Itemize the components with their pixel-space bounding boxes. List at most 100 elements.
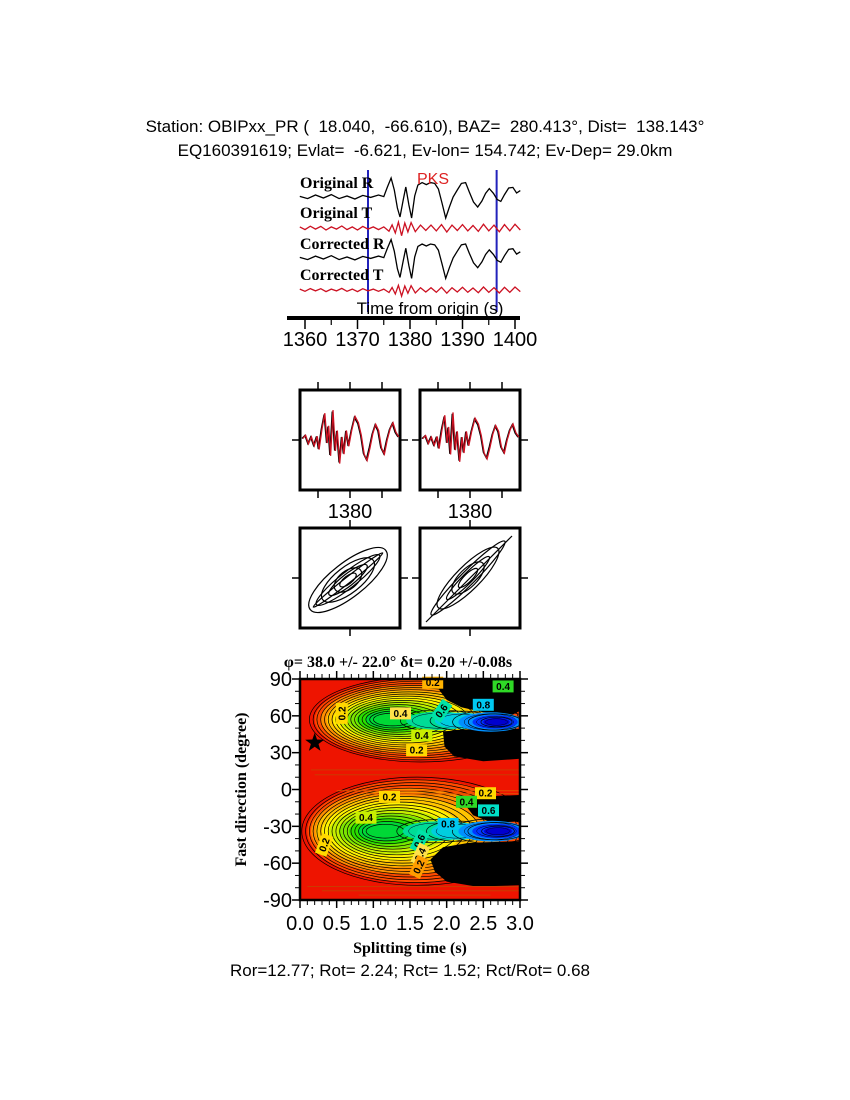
- y-tick-label: 60: [270, 706, 292, 728]
- trace-line: [299, 283, 521, 299]
- y-axis-label: Fast direction (degree): [233, 712, 250, 866]
- stats-line: Ror=12.77; Rot= 2.24; Rct= 1.52; Rct/Rot…: [229, 961, 591, 980]
- y-tick-label: -90: [263, 890, 292, 912]
- time-tick-label: 1370: [335, 329, 380, 351]
- contour-label-text: 0.4: [415, 731, 429, 742]
- contour-label-text: 0.4: [460, 797, 474, 808]
- pm-orbit: [333, 567, 363, 593]
- pm-orbit: [457, 567, 479, 589]
- fast-slow-overlay-panel: 1380 1380: [292, 382, 528, 523]
- contour-label-text: 0.2: [426, 678, 440, 689]
- pm-orbit: [436, 546, 500, 610]
- x-tick-label: 0.5: [323, 913, 351, 935]
- x-tick-label: 2.0: [433, 913, 461, 935]
- header-line-1: Station: OBIPxx_PR ( 18.040, -66.610), B…: [145, 117, 705, 136]
- contour-ring: [480, 716, 513, 728]
- contour-label-bg: [411, 729, 433, 742]
- contour-label: 0.8: [437, 817, 459, 830]
- contour-label: 0.4: [390, 707, 411, 720]
- contour-ring: [476, 824, 517, 838]
- trace-label: Original T: [300, 205, 372, 222]
- contour-label: 0.2: [379, 790, 400, 803]
- contour-label: 0.6: [478, 804, 499, 817]
- x-tick-label: 3.0: [506, 913, 534, 935]
- contour-fill: [483, 717, 510, 727]
- contour-ring: [467, 713, 520, 731]
- contour-label-bg: [492, 680, 514, 693]
- contour-ring: [305, 779, 520, 883]
- time-tick-label: 1380: [388, 329, 433, 351]
- contour-label-bg: [475, 787, 496, 800]
- x-tick-label: 0.0: [286, 913, 314, 935]
- x-tick-label: 1.5: [396, 913, 424, 935]
- black-region: [443, 728, 520, 762]
- contour-label: 0.2: [475, 787, 496, 800]
- trace-line: [299, 219, 521, 236]
- pm-orbit: [312, 552, 384, 608]
- contour-label: 0.4: [456, 795, 477, 808]
- pm-orbit: [445, 555, 491, 601]
- contour-ring: [485, 718, 508, 726]
- contour-label: 0.2: [314, 832, 334, 857]
- trace-label: Corrected R: [300, 236, 385, 253]
- y-tick-label: -30: [263, 816, 292, 838]
- phase-label: PKS: [417, 171, 449, 188]
- pm-trace-line: [425, 535, 513, 623]
- splitting-error-surface: 0.2 0.4 0.6 0.80.40.20.40.20.2 0.20.40.60.40…: [233, 654, 534, 957]
- contour-ring: [451, 818, 520, 844]
- contour-label-text: 0.2: [337, 706, 348, 720]
- pm-orbit: [430, 540, 506, 616]
- y-tick-label: 0: [281, 780, 292, 802]
- trace-label: Original R: [300, 175, 374, 192]
- contour-label-bg: [472, 698, 494, 711]
- pm-orbit-group: [430, 540, 506, 616]
- pm-box: [298, 526, 402, 630]
- time-tick-label: 1390: [440, 329, 485, 351]
- particle-motion-panel: [292, 520, 528, 636]
- contour-label-text: 0.2: [318, 836, 333, 853]
- contour-label: 0.4: [355, 811, 377, 824]
- pm-orbit: [339, 572, 357, 588]
- contour-label-bg: [437, 817, 459, 830]
- trace-label: Corrected T: [300, 267, 384, 284]
- overlay-trace-red: [422, 412, 520, 462]
- contour-label-text: 0.6: [482, 806, 496, 817]
- contour-fill: [484, 826, 512, 836]
- pm-orbit: [451, 561, 485, 595]
- contour-label-bg: [355, 811, 377, 824]
- contour-label-text: 0.8: [441, 819, 455, 830]
- header-line-2: EQ160391619; Evlat= -6.621, Ev-lon= 154.…: [177, 141, 673, 160]
- contour-label-bg: [456, 795, 477, 808]
- contour-ring: [301, 776, 520, 886]
- contour-label-bg: [314, 832, 334, 857]
- contour-ring: [467, 822, 520, 841]
- pm-orbit: [328, 563, 368, 597]
- contour-ring: [476, 716, 514, 728]
- contour-label: 0.2: [408, 854, 429, 879]
- contour-title: φ= 38.0 +/- 22.0° δt= 0.20 +/-0.08s: [284, 654, 512, 671]
- x-tick-label: 2.5: [469, 913, 497, 935]
- box-time-label: 1380: [448, 501, 493, 523]
- contour-label: 0.4: [492, 680, 514, 693]
- x-axis-label: Splitting time (s): [353, 940, 467, 957]
- trace-line: [299, 237, 521, 281]
- waveform-panel: Original R Original T Corrected R Corrected…: [283, 170, 537, 351]
- y-tick-label: 90: [270, 669, 292, 691]
- contour-label-text: 0.4: [394, 709, 408, 720]
- contour-label-text: 0.8: [476, 700, 490, 711]
- best-fit-star: [305, 732, 325, 751]
- contour-label-bg: [335, 702, 348, 724]
- pm-orbit: [320, 557, 376, 603]
- pm-orbit-group: [308, 546, 388, 614]
- time-axis-label: Time from origin (s): [357, 299, 504, 318]
- contour-label: 0.8: [472, 698, 494, 711]
- pm-orbit: [308, 546, 388, 614]
- contour-label-text: 0.2: [383, 792, 397, 803]
- black-region: [430, 841, 520, 887]
- contour-label-bg: [430, 698, 453, 723]
- trace-line: [299, 175, 521, 221]
- contour-label-bg: [406, 744, 428, 757]
- y-tick-label: 30: [270, 743, 292, 765]
- contour-label-text: 0.2: [412, 858, 428, 876]
